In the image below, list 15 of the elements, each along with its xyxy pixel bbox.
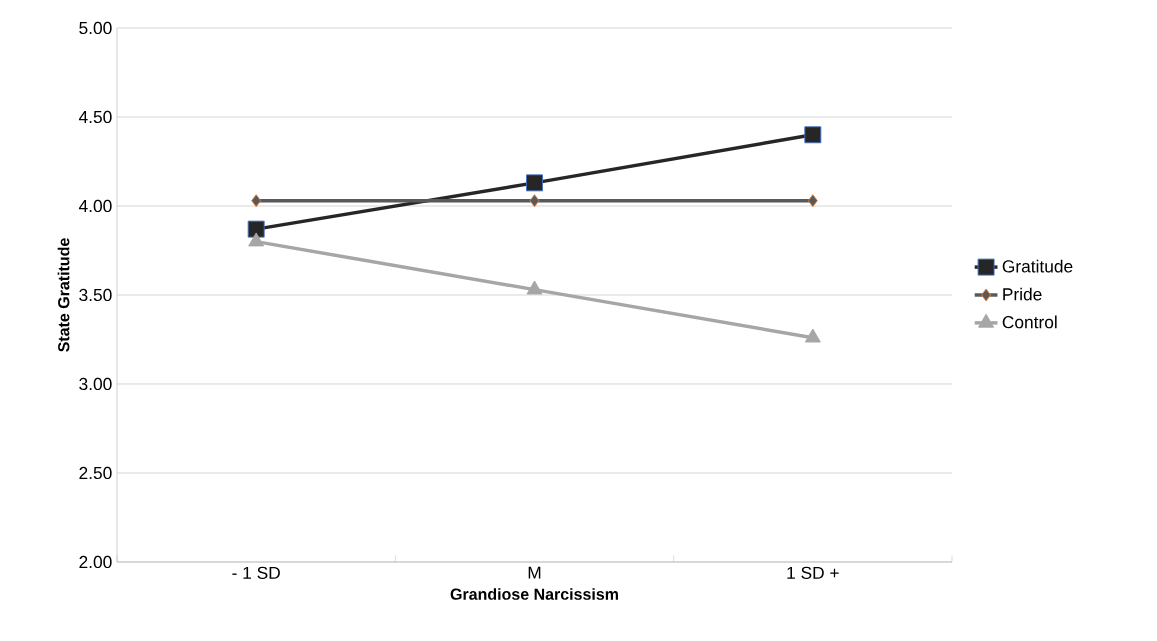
y-tick-label: 3.00	[79, 377, 112, 391]
y-tick-label: 4.00	[78, 199, 112, 213]
x-axis-title: Grandiose Narcissism	[450, 588, 618, 600]
x-tick-label: M	[528, 566, 541, 579]
y-tick-label: 2.50	[79, 466, 112, 480]
x-tick-label: 1 SD +	[787, 566, 839, 579]
y-axis-title: State Gratitude	[57, 238, 70, 352]
y-tick-label: 2.00	[79, 555, 112, 569]
legend-label: Pride	[1003, 287, 1042, 301]
y-tick-label: 4.50	[78, 110, 112, 124]
legend-label: Control	[1002, 315, 1057, 329]
y-tick-label: 3.50	[79, 288, 112, 302]
x-tick-label: - 1 SD	[232, 566, 280, 579]
y-tick-label: 5.00	[79, 21, 112, 35]
legend-label: Gratitude	[1002, 259, 1073, 273]
